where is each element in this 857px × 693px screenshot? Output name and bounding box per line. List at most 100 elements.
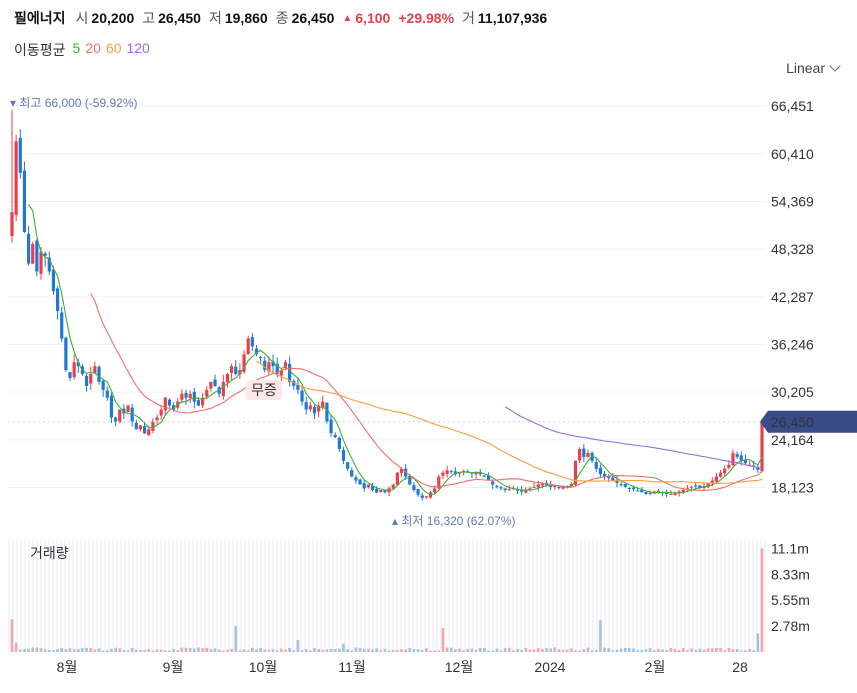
volume-bg-stripe [528, 540, 530, 652]
moving-average-legend[interactable]: 이동평균 5 20 60 120 [14, 40, 150, 60]
candle-body [366, 484, 370, 488]
volume-bar [275, 650, 279, 652]
candle-body [760, 421, 764, 472]
volume-bar [412, 649, 416, 652]
volume-bg-stripe [748, 540, 750, 652]
volume-bar [338, 648, 341, 652]
volume-bg-stripe [284, 540, 286, 652]
price-tick-label: 18,123 [771, 479, 814, 495]
candle-body [395, 472, 399, 486]
scale-dropdown[interactable]: Linear [786, 60, 841, 76]
candle-body [89, 374, 93, 384]
volume-bar [710, 648, 714, 652]
volume-bg-stripe [504, 540, 506, 652]
volume-bg-stripe [620, 540, 622, 652]
candle-body [325, 402, 329, 422]
volume-bar [536, 648, 540, 652]
volume-bar [483, 648, 486, 652]
volume-bar [470, 648, 474, 652]
volume-bg-stripe [536, 540, 538, 652]
volume-label: 거 [462, 10, 475, 26]
candle-body [205, 389, 209, 397]
volume-bg-stripe [324, 540, 326, 652]
candle-body [615, 480, 619, 483]
up-triangle-icon: ▲ [342, 12, 353, 24]
volume-bar [611, 650, 615, 652]
volume-bg-stripe [624, 540, 626, 652]
volume-bg-stripe [656, 540, 658, 652]
volume-bg-stripe [104, 540, 106, 652]
volume-bar [383, 648, 387, 652]
candle-body [93, 366, 97, 374]
candlesticks [10, 109, 764, 501]
volume-bg-stripe [660, 540, 662, 652]
volume-bg-stripe [392, 540, 394, 652]
volume-bg-stripe [252, 540, 254, 652]
candle-body [304, 402, 308, 410]
candle-body [677, 491, 681, 493]
volume-bg-stripe [568, 540, 570, 652]
candle-body [26, 233, 31, 264]
volume-bg-stripe [380, 540, 382, 652]
volume-bg-stripe [236, 540, 238, 652]
candle-body [254, 348, 259, 355]
volume-bar [652, 650, 656, 652]
volume-bg-stripe [112, 540, 114, 652]
candle-body [308, 405, 312, 410]
volume-bg-stripe [436, 540, 438, 652]
volume-bar [648, 648, 652, 652]
ma-120-line [504, 406, 763, 469]
candle-body [540, 483, 544, 486]
volume-bg-stripe [576, 540, 578, 652]
volume-bg-stripe [72, 540, 74, 652]
volume-bar [516, 648, 519, 652]
volume-bar [284, 649, 287, 652]
volume-bg-stripe [524, 540, 526, 652]
volume-bg-stripe [268, 540, 270, 652]
candle-body [482, 475, 486, 477]
volume-bar [47, 650, 51, 652]
candle-body [10, 212, 14, 236]
volume-bar [101, 650, 105, 652]
candle-body [503, 488, 507, 491]
volume-bg-stripe [584, 540, 586, 652]
candle-body [457, 472, 462, 474]
scale-dropdown-label: Linear [786, 60, 825, 76]
volume-bg-stripe [532, 540, 534, 652]
volume-bg-stripe [440, 540, 442, 652]
volume-bar [143, 650, 146, 652]
volume-tick-label: 8.33m [771, 566, 810, 582]
volume-bar [197, 647, 200, 652]
candle-body [723, 468, 727, 474]
candle-body [573, 460, 578, 485]
volume-bar [375, 648, 378, 652]
volume-bg-stripe [372, 540, 374, 652]
candle-body [113, 417, 118, 422]
candle-body [300, 390, 304, 402]
price-tick-label: 24,164 [771, 432, 814, 448]
high-annotation: ▾ 최고 66,000 (-59.92%) [10, 96, 138, 110]
volume-bg-stripe [596, 540, 598, 652]
ma-120-label: 120 [126, 40, 150, 56]
volume-bar [60, 648, 64, 652]
volume-bg-stripe [740, 540, 742, 652]
volume-bg-stripe [288, 540, 290, 652]
volume-bg-stripe [632, 540, 634, 652]
volume-bar [623, 647, 627, 652]
candle-body [648, 492, 652, 494]
event-marker: 무증 [251, 382, 277, 398]
candle-body [329, 419, 333, 434]
volume-bar [358, 647, 362, 652]
date-tick-label: 2024 [534, 659, 565, 675]
volume-bg-stripe [628, 540, 630, 652]
close-label: 종 [275, 10, 289, 26]
volume-bar [93, 649, 97, 652]
candle-body [312, 407, 317, 414]
volume-bar [615, 649, 619, 652]
candle-body [569, 483, 573, 487]
candle-body [437, 476, 441, 489]
candle-body [180, 393, 184, 400]
volume-bar [155, 649, 159, 652]
candle-body [292, 380, 296, 386]
